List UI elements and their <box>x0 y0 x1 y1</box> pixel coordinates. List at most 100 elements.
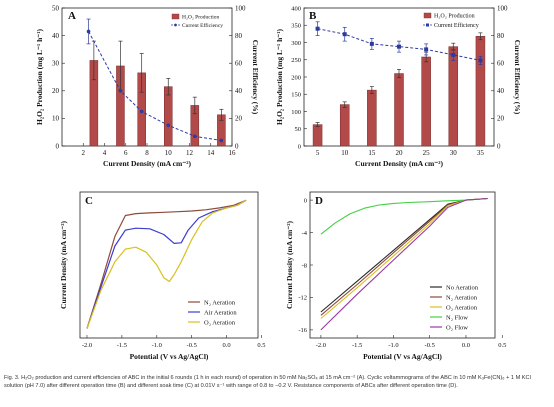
panel-c-series-line <box>86 199 247 329</box>
panel-b-bar <box>394 73 404 147</box>
panel-b-ytick-label: 300 <box>291 40 301 47</box>
panel-b-legend-line-marker <box>426 23 429 27</box>
panel-b-label: B <box>309 10 317 22</box>
panel-a-legend-bar-label: H₂O₂ Production <box>182 15 220 21</box>
panel-b-bar <box>448 46 459 147</box>
panel-b-bar <box>312 124 323 147</box>
panel-b-legend-bar-label: H₂O₂ Production <box>434 14 475 20</box>
panel-d-xtick-label: -1.5 <box>352 342 362 349</box>
panel-c-ylabel: Current Density (mA cm⁻²) <box>59 221 68 309</box>
panel-b-ytick-label: 350 <box>291 23 301 30</box>
panel-a-ytick-label: 30 <box>52 60 60 68</box>
panel-b-xtick-label: 35 <box>477 149 485 157</box>
panel-a-efficiency-point <box>139 109 144 114</box>
panel-c-xtick-label: 0.0 <box>223 342 231 349</box>
panel-a-ylabel: H₂O₂ Production (mg L⁻¹ h⁻¹) <box>35 29 44 125</box>
panel-c-xtick-label: -0.5 <box>187 342 197 349</box>
panel-b-bar <box>421 56 431 147</box>
panel-b-efficiency-point <box>424 47 429 52</box>
panel-b-y2tick-label: 0 <box>497 142 501 150</box>
panel-d-xtick-label: -0.5 <box>425 342 435 349</box>
panel-b-xlabel: Current Density (mA cm⁻²) <box>355 159 443 168</box>
panel-d-ylabel: Current Density (mA cm⁻²) <box>285 221 294 309</box>
panel-a-xtick-label: 10 <box>165 149 173 157</box>
panel-b-y2tick-label: 40 <box>497 87 505 95</box>
panel-b-efficiency-point <box>342 32 347 37</box>
panel-b-efficiency-point <box>369 41 374 46</box>
panel-c-xtick-label: -2.0 <box>82 342 92 349</box>
panel-c-legend-label: Air Aeration <box>204 309 237 316</box>
panel-b-xtick-label: 5 <box>316 149 320 157</box>
panel-a-ytick-label: 20 <box>52 87 60 95</box>
panel-d-legend-label: O₂ Flow <box>446 324 468 331</box>
panel-a-y2tick-label: 40 <box>235 87 243 95</box>
panel-d-xlabel: Potential (V vs Ag/AgCl) <box>363 352 442 361</box>
panel-a-xtick-label: 12 <box>186 149 194 157</box>
panel-b-ytick-label: 200 <box>291 74 301 81</box>
panel-d-ytick-label: -12 <box>298 295 307 302</box>
panel-a-xtick-label: 14 <box>207 149 215 157</box>
panel-b-xtick-label: 10 <box>341 149 349 157</box>
panel-b-xtick-label: 20 <box>396 149 404 157</box>
panel-a-efficiency-point <box>193 134 197 139</box>
panel-c-xlabel: Potential (V vs Ag/AgCl) <box>130 352 209 361</box>
panel-a-efficiency-point <box>166 123 171 128</box>
panel-d-series-line <box>320 197 488 331</box>
panel-a-y2tick-label: 0 <box>235 142 239 150</box>
panel-a-y2tick-label: 20 <box>235 115 243 123</box>
panel-a-ytick-label: 0 <box>56 142 60 150</box>
panel-b-xtick-label: 15 <box>368 149 376 157</box>
panel-b-bar <box>339 104 350 147</box>
panel-d-xtick-label: 0.5 <box>498 342 506 349</box>
panel-a-legend-line-label: Current Efficiency <box>182 22 223 29</box>
panel-d-legend-label: No Aeration <box>446 284 479 291</box>
panel-b-efficiency-point <box>451 52 456 57</box>
panel-a-efficiency-point <box>118 89 123 93</box>
panel-a-y2tick-label: 60 <box>235 60 243 68</box>
panel-d-label: D <box>315 195 323 207</box>
panel-d-ytick-label: -4 <box>302 230 308 237</box>
panel-b-y2tick-label: 20 <box>497 115 505 123</box>
panel-b-efficiency-point <box>478 58 483 63</box>
panel-c-xtick-label: -1.0 <box>152 342 162 349</box>
panel-a-efficiency-point <box>219 138 224 143</box>
panel-b-ytick-label: 400 <box>291 5 301 12</box>
panel-a-y2label: Current Efficiency (%) <box>251 40 260 115</box>
panel-a-xtick-label: 8 <box>145 149 149 157</box>
panel-a-efficiency-line <box>88 31 222 141</box>
panel-b-efficiency-point <box>315 26 320 31</box>
panel-a-xtick-label: 16 <box>229 149 237 157</box>
panel-d-ytick-label: 0 <box>304 197 307 204</box>
figure-caption: Fig. 3. H₂O₂ production and current effi… <box>4 375 531 389</box>
panel-b-xtick-label: 25 <box>423 149 431 157</box>
panel-d-series-line <box>320 197 488 235</box>
panel-a-y2tick-label: 80 <box>235 32 243 40</box>
panel-b-ytick-label: 250 <box>291 57 301 64</box>
panel-d-xtick-label: -1.0 <box>388 342 398 349</box>
panel-b-y2tick-label: 100 <box>497 4 508 12</box>
panel-a-ytick-label: 50 <box>52 4 60 12</box>
panel-b-ytick-label: 0 <box>298 143 301 150</box>
panel-b-legend-line-label: Current Efficiency <box>434 22 479 29</box>
panel-a-legend-bar-swatch <box>171 13 180 20</box>
panel-d-legend-label: O₂ Aeration <box>446 304 478 311</box>
panel-b-ytick-label: 100 <box>291 109 301 116</box>
panel-d-legend-label: N₂ Flow <box>446 314 468 321</box>
panel-a-xtick-label: 4 <box>103 149 107 157</box>
panel-c-frame <box>79 191 259 339</box>
panel-b-ylabel: H₂O₂ Production (mg L⁻¹ h⁻¹) <box>275 29 284 125</box>
panel-b-bar <box>367 89 377 147</box>
panel-d-ytick-label: -8 <box>302 262 307 269</box>
panel-b-ytick-label: 50 <box>295 126 302 133</box>
panel-a-y2tick-label: 100 <box>235 4 246 12</box>
panel-c-series-line <box>86 199 247 329</box>
panel-c-legend-label: N₂ Aeration <box>204 299 236 306</box>
panel-b-efficiency-point <box>397 44 401 49</box>
panel-b-y2tick-label: 80 <box>497 32 505 40</box>
panel-a-label: A <box>68 10 76 22</box>
panel-b-y2label: Current Efficiency (%) <box>513 40 522 115</box>
panel-d-ytick-label: -16 <box>298 327 307 334</box>
panel-a-efficiency-point <box>86 29 91 34</box>
panel-a-ytick-label: 40 <box>52 32 60 40</box>
